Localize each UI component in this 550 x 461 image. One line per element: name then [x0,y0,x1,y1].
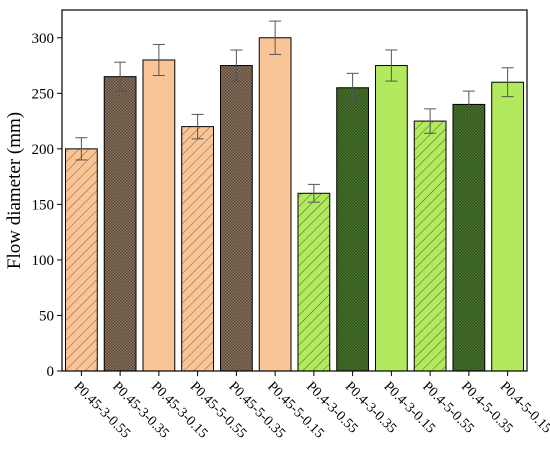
bar-P0.45-5-0.15 [258,37,292,372]
error-bar-P0.45-3-0.55 [75,137,88,161]
error-bar-P0.4-3-0.35 [346,72,359,103]
y-tick-label: 100 [32,253,55,269]
y-axis-title: Flow diameter (mm) [4,112,25,269]
y-tick-label: 0 [47,364,55,380]
bar-P0.45-3-0.15 [142,59,176,372]
y-tick-label: 250 [32,86,55,102]
bar-P0.45-5-0.55 [181,126,215,372]
y-axis: 0 50 100 150 200 250 300 [32,31,62,380]
error-bar-P0.4-3-0.15 [385,49,398,82]
bar-P0.4-5-0.55 [413,120,447,372]
error-bar-P0.4-5-0.55 [424,108,437,134]
error-bar-P0.45-5-0.35 [230,49,243,82]
error-bars-layer [75,20,514,203]
y-tick-label: 150 [32,197,55,213]
y-tick-label: 300 [32,31,55,47]
error-bar-P0.45-5-0.55 [191,113,204,140]
x-axis-labels: P0.45-3-0.55P0.45-3-0.35P0.45-3-0.15P0.4… [71,371,550,442]
bar-P0.45-5-0.35 [219,65,253,372]
y-tick-label: 50 [39,308,54,324]
error-bar-P0.4-5-0.35 [462,90,475,119]
y-tick-label: 200 [32,142,55,158]
error-bar-P0.45-3-0.35 [114,61,127,92]
bar-P0.45-3-0.55 [64,148,98,372]
bar-P0.45-3-0.35 [103,76,137,372]
bars-layer [64,37,525,372]
bar-P0.4-5-0.15 [491,81,525,372]
plot-frame [61,9,528,372]
bar-P0.4-5-0.35 [452,103,486,372]
bar-P0.4-3-0.15 [374,65,408,372]
bar-P0.4-3-0.35 [336,87,370,372]
bar-P0.4-3-0.55 [297,192,331,372]
error-bar-P0.4-3-0.55 [307,183,320,203]
error-bar-P0.45-5-0.15 [269,20,282,55]
error-bar-P0.45-3-0.15 [152,43,165,77]
error-bar-P0.4-5-0.15 [501,67,514,98]
